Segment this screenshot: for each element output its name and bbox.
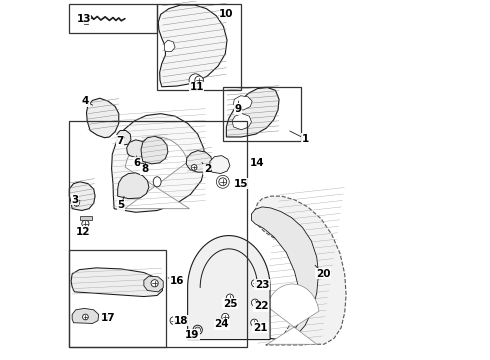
Circle shape [193, 325, 202, 334]
Text: 16: 16 [170, 276, 184, 286]
Polygon shape [186, 150, 212, 172]
Text: 9: 9 [234, 104, 242, 114]
Text: 1: 1 [302, 134, 309, 144]
Circle shape [251, 280, 259, 287]
Text: 18: 18 [174, 316, 189, 325]
Polygon shape [144, 276, 163, 292]
Text: 10: 10 [219, 9, 234, 19]
Text: 24: 24 [215, 319, 229, 329]
Polygon shape [251, 207, 318, 341]
Circle shape [221, 314, 229, 320]
Circle shape [151, 280, 158, 287]
Text: 20: 20 [316, 269, 330, 279]
Polygon shape [84, 21, 88, 24]
Circle shape [101, 314, 108, 320]
Circle shape [251, 299, 259, 306]
Text: 14: 14 [250, 158, 265, 168]
Ellipse shape [153, 177, 161, 187]
Polygon shape [141, 136, 168, 164]
Circle shape [251, 319, 258, 326]
Polygon shape [112, 114, 205, 212]
Polygon shape [232, 114, 251, 130]
Text: 15: 15 [234, 179, 248, 189]
Text: 19: 19 [185, 330, 199, 340]
Text: 5: 5 [118, 200, 125, 210]
Text: 12: 12 [75, 227, 90, 237]
Polygon shape [210, 156, 230, 174]
Text: 11: 11 [189, 82, 204, 93]
Polygon shape [69, 182, 95, 211]
Text: 2: 2 [204, 164, 211, 174]
Polygon shape [188, 235, 270, 339]
Text: 6: 6 [133, 158, 140, 168]
Circle shape [195, 327, 200, 333]
Text: 21: 21 [253, 323, 268, 333]
Polygon shape [158, 5, 227, 87]
Text: 8: 8 [141, 164, 148, 174]
Circle shape [82, 314, 88, 320]
Polygon shape [267, 284, 319, 344]
Polygon shape [117, 131, 131, 145]
Polygon shape [125, 137, 190, 209]
Circle shape [195, 76, 203, 85]
Circle shape [189, 74, 202, 87]
Circle shape [226, 294, 234, 301]
Circle shape [82, 220, 89, 227]
Polygon shape [71, 268, 163, 297]
Polygon shape [164, 40, 175, 51]
Text: 17: 17 [101, 313, 115, 323]
Polygon shape [80, 216, 92, 220]
Circle shape [219, 178, 227, 186]
Circle shape [191, 165, 197, 170]
Polygon shape [87, 98, 119, 138]
Polygon shape [226, 87, 279, 137]
Text: 7: 7 [117, 136, 124, 145]
Text: 3: 3 [71, 195, 78, 205]
Text: 4: 4 [82, 96, 89, 106]
Polygon shape [234, 96, 252, 110]
Polygon shape [118, 173, 149, 199]
Polygon shape [126, 140, 147, 158]
Text: 25: 25 [222, 299, 237, 309]
Circle shape [170, 317, 178, 324]
Polygon shape [255, 196, 346, 345]
Ellipse shape [138, 150, 148, 163]
Text: 22: 22 [254, 301, 269, 311]
Polygon shape [72, 309, 98, 323]
Circle shape [74, 201, 79, 206]
Text: 23: 23 [255, 280, 270, 290]
Text: 13: 13 [76, 14, 91, 24]
